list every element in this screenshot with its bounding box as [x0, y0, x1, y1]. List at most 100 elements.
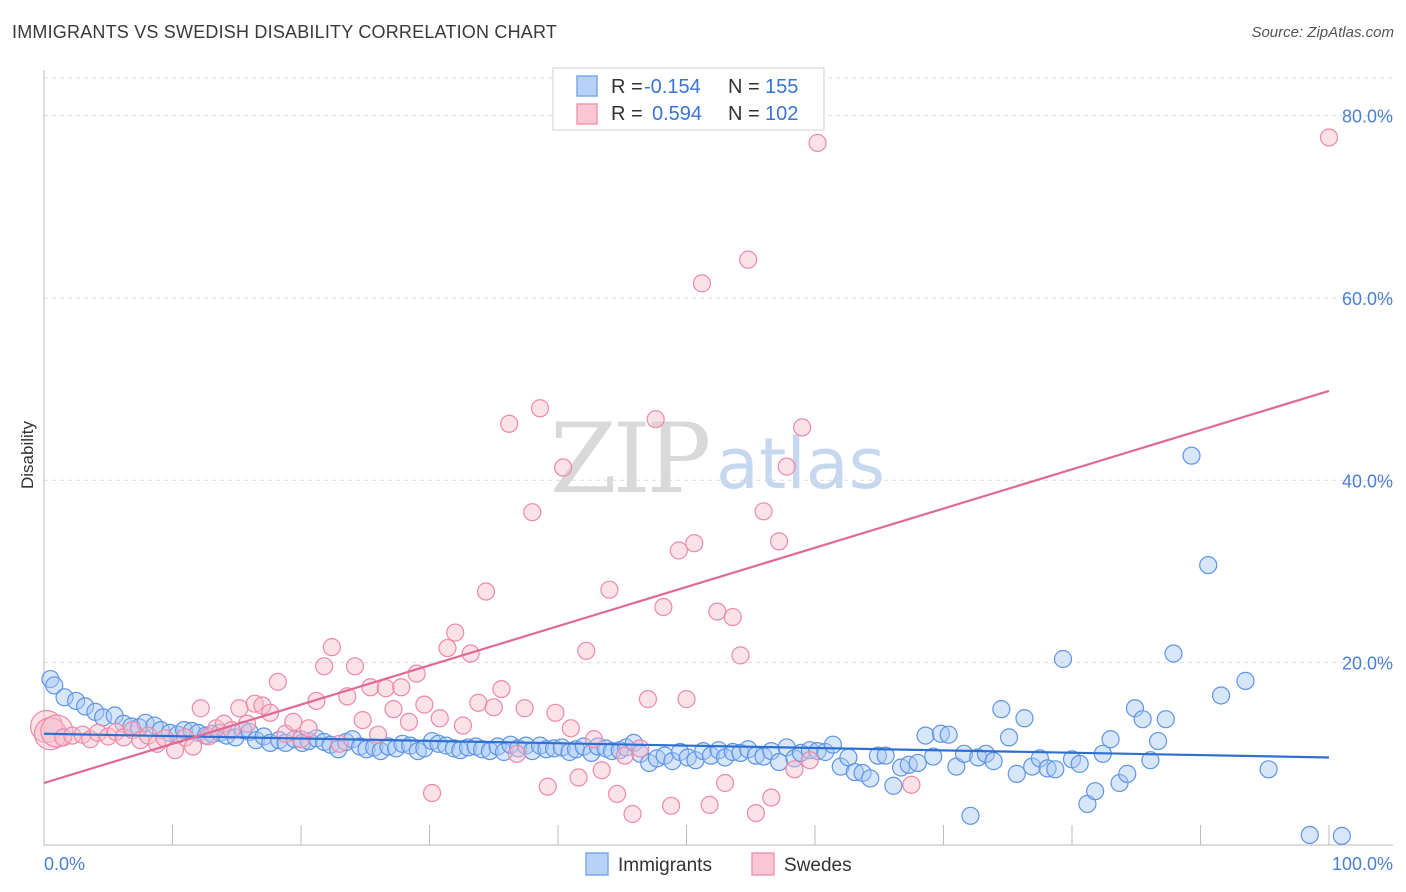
immigrants-point	[845, 762, 864, 782]
swedes-point	[392, 678, 411, 697]
swedes-point	[723, 607, 742, 627]
legend-n-label-1: N =	[728, 76, 760, 98]
swedes-point	[253, 696, 272, 715]
legend-swatch-immigrants	[576, 75, 598, 97]
swedes-point	[808, 133, 827, 153]
source-label: Source: ZipAtlas.com	[1251, 24, 1394, 41]
swedes-point	[345, 657, 365, 676]
immigrants-point	[1211, 686, 1231, 705]
swedes-point	[785, 760, 804, 779]
swedes-point	[800, 751, 819, 770]
swedes-point	[615, 746, 634, 765]
swedes-point	[577, 641, 596, 660]
immigrants-point	[537, 740, 556, 759]
immigrants-point	[1148, 731, 1168, 751]
swedes-point	[654, 597, 673, 617]
swedes-point	[422, 783, 442, 803]
swedes-point	[739, 250, 758, 269]
immigrants-point	[992, 700, 1011, 719]
bottom-legend-immigrants: Immigrants	[618, 855, 712, 876]
immigrants-point	[1110, 773, 1129, 793]
immigrants-point	[1046, 760, 1065, 779]
swedes-point	[546, 703, 565, 722]
swedes-point	[384, 700, 403, 719]
immigrants-point	[45, 676, 64, 695]
swedes-point	[230, 699, 249, 718]
swedes-point	[554, 458, 573, 477]
swedes-point	[530, 399, 550, 418]
swedes-point	[638, 690, 658, 709]
immigrants-point	[924, 747, 943, 766]
swedes-point	[700, 795, 719, 814]
immigrants-point	[1141, 751, 1160, 770]
immigrants-point	[1156, 710, 1175, 729]
swedes-point	[731, 646, 750, 665]
swedes-point	[507, 744, 526, 763]
swedes-point	[165, 741, 185, 760]
immigrants-point	[174, 721, 194, 740]
y-tick-label-40: 40.0%	[1342, 471, 1393, 491]
immigrants-point	[1133, 710, 1152, 729]
immigrants-point	[861, 769, 880, 788]
immigrants-point	[769, 752, 789, 772]
grid	[44, 77, 1393, 664]
swedes-point	[322, 638, 341, 657]
swedes-point	[677, 690, 696, 709]
immigrants-point	[984, 752, 1003, 771]
watermark: ZIP atlas	[550, 403, 885, 515]
swedes-point	[268, 672, 287, 691]
legend-n-value-1: 155	[765, 76, 798, 98]
swedes-point	[438, 638, 457, 658]
immigrants-point	[67, 691, 86, 711]
immigrants-point	[1236, 671, 1255, 690]
swedes-point	[407, 664, 426, 683]
swedes-point	[376, 679, 395, 698]
swedes-point	[715, 773, 735, 793]
swedes-point	[523, 503, 542, 522]
swedes-point	[569, 768, 588, 787]
swedes-point	[330, 734, 349, 753]
immigrants-point	[916, 726, 935, 745]
y-tick-label-80: 80.0%	[1342, 107, 1393, 127]
swedes-point	[692, 274, 712, 293]
swedes-point	[600, 580, 619, 599]
legend-n-label-2: N =	[728, 103, 760, 125]
swedes-point	[261, 703, 280, 722]
swedes-point	[608, 784, 627, 804]
y-tick-label-60: 60.0%	[1342, 289, 1393, 309]
swedes-point	[538, 777, 557, 796]
y-tick-labels: 20.0% 40.0% 60.0% 80.0%	[1342, 107, 1393, 674]
swedes-point	[222, 721, 241, 740]
immigrants-point	[55, 688, 74, 707]
swedes-point	[492, 679, 511, 699]
swedes-point	[515, 699, 534, 718]
legend-r-value-2: 0.594	[652, 103, 702, 125]
legend-swatch-swedes	[576, 103, 598, 125]
immigrants-point	[1053, 649, 1073, 669]
immigrants-trend-line	[43, 732, 1330, 759]
swedes-point	[777, 457, 796, 476]
swedes-point	[446, 623, 465, 642]
immigrants-point	[823, 735, 843, 754]
swedes-point	[762, 788, 781, 807]
trendlines	[43, 389, 1330, 785]
swedes-point	[646, 410, 665, 429]
immigrants-point	[1300, 825, 1319, 845]
swedes-point	[561, 719, 580, 738]
swedes-point	[284, 712, 303, 732]
immigrants-point	[1259, 760, 1278, 779]
immigrants-point	[876, 746, 895, 765]
swedes-point	[902, 775, 921, 794]
immigrants-point	[1007, 764, 1026, 783]
swedes-point	[592, 761, 611, 780]
swedes-point	[399, 712, 419, 732]
swedes-point	[669, 541, 688, 560]
immigrants-point	[1030, 749, 1049, 768]
swedes-point	[353, 710, 372, 730]
immigrants-point	[961, 806, 980, 825]
swedes-point	[769, 532, 789, 551]
swedes-point	[708, 602, 727, 621]
swedes-point	[1319, 128, 1339, 147]
swedes-point	[430, 709, 449, 728]
series-swedes	[29, 128, 1339, 824]
